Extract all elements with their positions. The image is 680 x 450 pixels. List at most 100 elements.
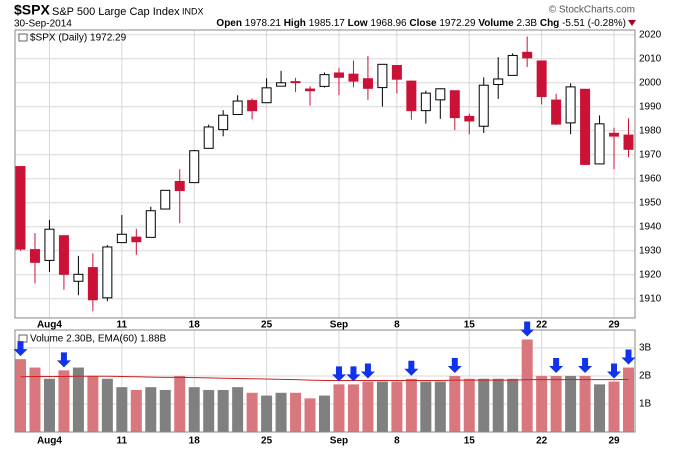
volume-legend: Volume 2.30B, EMA(60) 1.88B	[30, 334, 167, 345]
x-tick-label: 8	[394, 320, 400, 331]
symbol: $SPX	[14, 2, 50, 18]
x-tick-label: 25	[261, 320, 273, 331]
candle-body	[44, 228, 55, 261]
volume-bar	[232, 387, 244, 432]
candle-body	[493, 78, 504, 85]
volume-bar	[521, 339, 533, 432]
volume-bar	[159, 389, 171, 432]
x-tick-label: 18	[189, 436, 201, 447]
volume-marker	[404, 360, 419, 376]
volume-bar	[507, 378, 519, 432]
volume-bar	[536, 375, 548, 432]
candle-body	[290, 81, 301, 84]
volume-bar	[203, 389, 215, 432]
price-frame	[14, 29, 636, 319]
candle-body	[203, 126, 214, 149]
x-tick-label: 15	[464, 436, 476, 447]
volume-marker	[13, 341, 28, 357]
down-triangle	[628, 20, 636, 26]
candle-body	[536, 60, 547, 97]
ema-line	[20, 375, 629, 381]
candle-body	[565, 86, 576, 124]
y-tick-label: 1930	[639, 245, 662, 256]
candle-body	[87, 267, 98, 301]
y-tick-label: 1970	[639, 149, 662, 160]
volume-bar	[246, 392, 258, 432]
volume-frame	[14, 329, 636, 433]
candle-body	[189, 150, 200, 184]
candle-body	[478, 84, 489, 127]
date: 30-Sep-2014	[14, 19, 72, 30]
candle-body	[247, 100, 258, 112]
y-tick-label: 2B	[639, 371, 652, 382]
volume-bar	[72, 367, 84, 432]
volume-bar	[217, 389, 229, 432]
candle-body	[435, 88, 446, 101]
copyright: © StockCharts.com	[549, 5, 635, 16]
volume: 2.3B	[516, 18, 537, 29]
volume-bar	[623, 367, 634, 432]
volume-bar	[391, 381, 403, 432]
x-tick-label: 22	[536, 436, 548, 447]
volume-bar	[290, 392, 302, 432]
candle-body	[218, 114, 229, 131]
volume-bar	[15, 359, 26, 432]
volume-bar	[333, 384, 345, 432]
y-tick-label: 1960	[639, 173, 662, 184]
volume-marker	[346, 366, 361, 382]
index-name: S&P 500 Large Cap Index	[52, 6, 180, 18]
candle-body	[391, 65, 402, 80]
x-tick-label: 25	[261, 436, 273, 447]
candle-body	[276, 82, 287, 87]
candle-body	[464, 115, 475, 122]
volume-bar	[116, 387, 128, 432]
volume-bar	[594, 384, 606, 432]
y-tick-label: 1980	[639, 125, 662, 136]
volume-bar	[420, 381, 432, 432]
volume-bar	[565, 375, 577, 432]
volume-bar	[43, 378, 55, 432]
y-tick-label: 1B	[639, 399, 652, 410]
candle-body	[73, 273, 84, 282]
volume-bar	[304, 398, 316, 432]
candle-body	[348, 73, 359, 82]
volume-bar	[261, 395, 273, 432]
x-tick-label: 11	[117, 436, 128, 447]
x-tick-label: 15	[464, 320, 476, 331]
y-tick-label: 3B	[639, 343, 652, 354]
exchange: INDX	[182, 6, 204, 16]
volume-marker	[447, 357, 462, 373]
volume-bar	[608, 381, 620, 432]
candle-body	[406, 80, 417, 112]
candle-body	[580, 88, 591, 165]
volume-bar	[101, 378, 113, 432]
x-tick-label: 29	[608, 320, 620, 331]
volume-bar	[405, 378, 417, 432]
volume-bar	[492, 378, 504, 432]
x-tick-label: Sep	[330, 436, 348, 447]
candle-body	[116, 233, 127, 244]
high: 1985.17	[309, 18, 346, 29]
volume-bar	[174, 375, 186, 432]
volume-bar	[58, 370, 70, 432]
candle-body	[420, 92, 431, 112]
volume-bar	[29, 367, 41, 432]
volume-bar	[434, 381, 446, 432]
candle-body	[145, 210, 156, 238]
chg-label: Chg	[540, 18, 559, 29]
volume-bar	[275, 392, 287, 432]
open-label: Open	[216, 18, 242, 29]
x-tick-label: 11	[117, 320, 128, 331]
candle-body	[174, 180, 185, 192]
candle-body	[102, 246, 113, 299]
close: 1972.29	[439, 18, 476, 29]
quote-line: Open 1978.21 High 1985.17 Low 1968.96 Cl…	[216, 18, 626, 29]
y-tick-label: 2010	[639, 53, 662, 64]
x-tick-label: Sep	[330, 320, 348, 331]
candle-body	[362, 78, 373, 89]
candle-body	[522, 51, 533, 59]
price-legend: $SPX (Daily) 1972.29	[30, 33, 127, 44]
volume-bar	[347, 384, 359, 432]
y-tick-label: 1910	[639, 293, 662, 304]
volume-marker	[578, 357, 593, 373]
